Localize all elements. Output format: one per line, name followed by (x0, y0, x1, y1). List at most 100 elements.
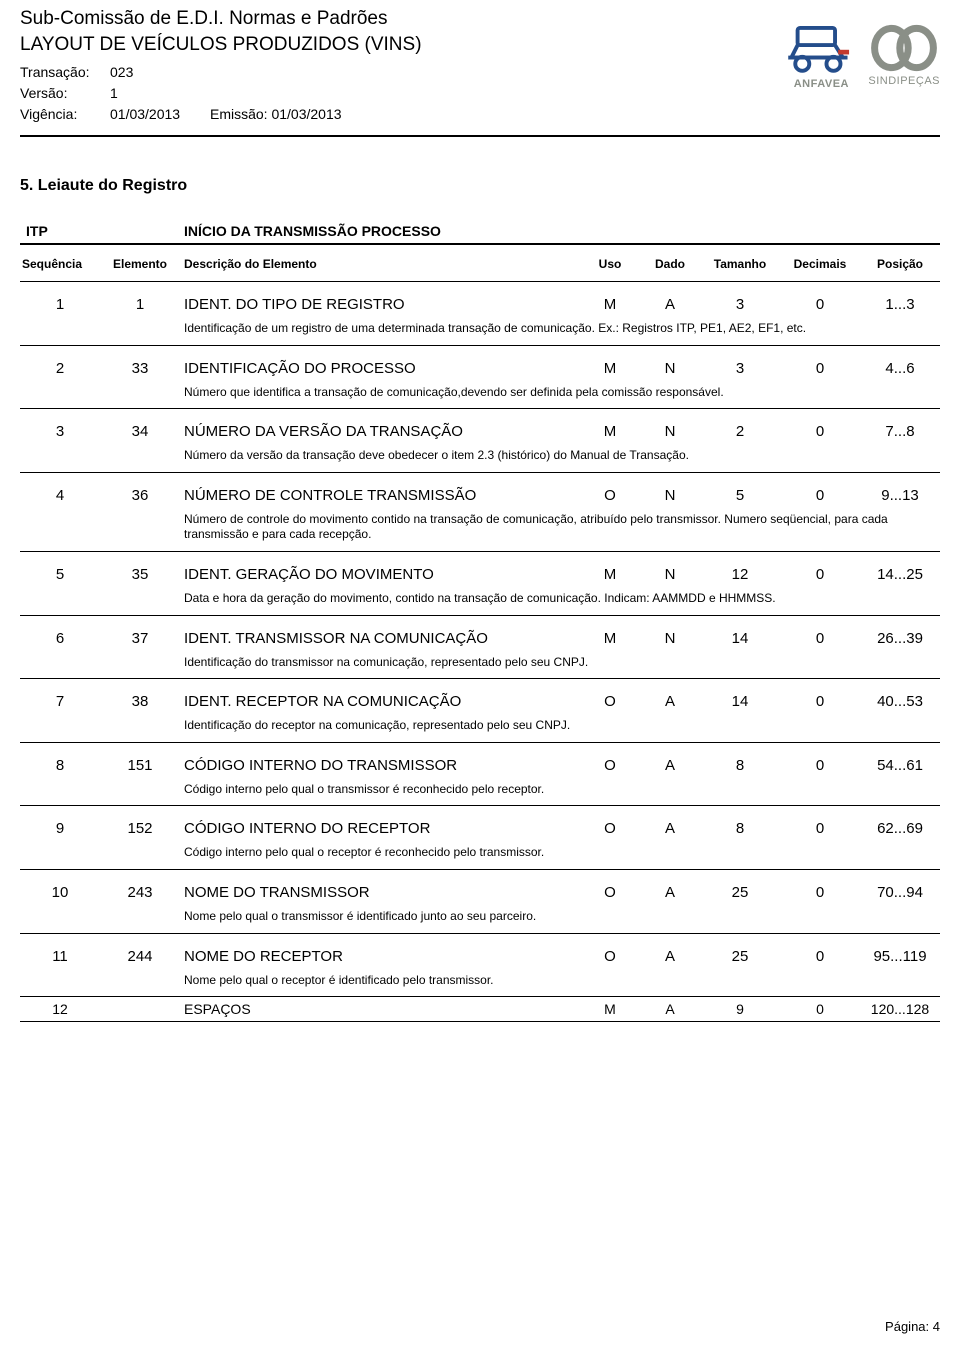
table-row: 637IDENT. TRANSMISSOR NA COMUNICAÇÃOMN14… (20, 616, 940, 680)
cell-desc: ESPAÇOS (180, 1001, 580, 1017)
col-dec-header: Decimais (780, 257, 860, 271)
anfavea-logo: ANFAVEA (782, 20, 860, 90)
cell-dado: A (640, 693, 700, 710)
cell-pos: 62...69 (860, 820, 940, 837)
row-note: Nome pelo qual o receptor é identificado… (20, 971, 940, 997)
cell-elem: 152 (100, 820, 180, 837)
cell-seq: 8 (20, 757, 100, 774)
cell-uso: O (580, 820, 640, 837)
header-logos: ANFAVEA SINDIPEÇAS (782, 20, 940, 90)
cell-desc: IDENT. DO TIPO DE REGISTRO (180, 296, 580, 313)
cell-dado: A (640, 948, 700, 965)
transacao-label: Transação: (20, 62, 110, 83)
table-row: 12ESPAÇOSMA90120...128 (20, 997, 940, 1022)
cell-elem: 33 (100, 360, 180, 377)
cell-dec: 0 (780, 487, 860, 504)
cell-tam: 14 (700, 693, 780, 710)
cell-dec: 0 (780, 948, 860, 965)
row-note: Número da versão da transação deve obede… (20, 446, 940, 472)
cell-dec: 0 (780, 820, 860, 837)
cell-dec: 0 (780, 296, 860, 313)
document-header: Sub-Comissão de E.D.I. Normas e Padrões … (20, 0, 940, 137)
cell-dec: 0 (780, 630, 860, 647)
cell-dado: N (640, 360, 700, 377)
table-row: 11244NOME DO RECEPTOROA25095...119Nome p… (20, 934, 940, 998)
cell-pos: 26...39 (860, 630, 940, 647)
cell-dec: 0 (780, 884, 860, 901)
chain-links-icon (869, 23, 939, 73)
versao-value: 1 (110, 83, 210, 104)
cell-uso: M (580, 1001, 640, 1017)
cell-desc: NOME DO TRANSMISSOR (180, 884, 580, 901)
cell-dec: 0 (780, 423, 860, 440)
row-note: Número de controle do movimento contido … (20, 510, 940, 551)
cell-seq: 6 (20, 630, 100, 647)
cell-pos: 4...6 (860, 360, 940, 377)
cell-dado: A (640, 1001, 700, 1017)
sindipecas-logo-text: SINDIPEÇAS (868, 75, 940, 87)
vigencia-value: 01/03/2013 (110, 104, 210, 125)
page-number: 4 (933, 1319, 940, 1334)
cell-elem: 243 (100, 884, 180, 901)
cell-dec: 0 (780, 1001, 860, 1017)
table-row: 233IDENTIFICAÇÃO DO PROCESSOMN304...6Núm… (20, 346, 940, 410)
cell-desc: NÚMERO DA VERSÃO DA TRANSAÇÃO (180, 423, 580, 440)
row-note: Nome pelo qual o transmissor é identific… (20, 907, 940, 933)
cell-seq: 4 (20, 487, 100, 504)
cell-tam: 12 (700, 566, 780, 583)
cell-seq: 1 (20, 296, 100, 313)
cell-uso: O (580, 487, 640, 504)
cell-pos: 14...25 (860, 566, 940, 583)
cell-elem: 38 (100, 693, 180, 710)
cell-seq: 5 (20, 566, 100, 583)
cell-dado: N (640, 566, 700, 583)
cell-tam: 5 (700, 487, 780, 504)
cell-pos: 54...61 (860, 757, 940, 774)
cell-tam: 8 (700, 820, 780, 837)
cell-elem: 34 (100, 423, 180, 440)
cell-seq: 12 (20, 1001, 100, 1017)
sindipecas-logo: SINDIPEÇAS (868, 23, 940, 87)
table-row: 9152CÓDIGO INTERNO DO RECEPTOROA8062...6… (20, 806, 940, 870)
cell-uso: M (580, 630, 640, 647)
cell-uso: O (580, 757, 640, 774)
col-uso-header: Uso (580, 257, 640, 271)
row-note: Código interno pelo qual o receptor é re… (20, 843, 940, 869)
cell-desc: IDENT. GERAÇÃO DO MOVIMENTO (180, 566, 580, 583)
col-tam-header: Tamanho (700, 257, 780, 271)
cell-seq: 2 (20, 360, 100, 377)
cell-dado: N (640, 487, 700, 504)
cell-elem: 35 (100, 566, 180, 583)
cell-dado: A (640, 884, 700, 901)
emissao-value: 01/03/2013 (271, 104, 341, 125)
col-desc-header: Descrição do Elemento (180, 257, 580, 271)
cell-dado: N (640, 423, 700, 440)
record-layout-table: ITP INÍCIO DA TRANSMISSÃO PROCESSO Sequê… (20, 219, 940, 1022)
emissao-label: Emissão: (210, 104, 268, 125)
cell-dec: 0 (780, 566, 860, 583)
cell-desc: CÓDIGO INTERNO DO RECEPTOR (180, 820, 580, 837)
cell-tam: 14 (700, 630, 780, 647)
cell-uso: M (580, 423, 640, 440)
col-seq-header: Sequência (20, 257, 100, 271)
cell-elem: 36 (100, 487, 180, 504)
cell-tam: 3 (700, 360, 780, 377)
cell-desc: NOME DO RECEPTOR (180, 948, 580, 965)
cell-elem: 1 (100, 296, 180, 313)
table-row: 8151CÓDIGO INTERNO DO TRANSMISSOROA8054.… (20, 743, 940, 807)
page-label: Página: (885, 1319, 929, 1334)
section-title: 5. Leiaute do Registro (20, 177, 940, 195)
cell-elem (100, 1001, 180, 1017)
col-pos-header: Posição (860, 257, 940, 271)
cell-uso: M (580, 360, 640, 377)
cell-pos: 9...13 (860, 487, 940, 504)
cell-uso: O (580, 884, 640, 901)
cell-tam: 25 (700, 884, 780, 901)
cell-dec: 0 (780, 360, 860, 377)
col-elem-header: Elemento (100, 257, 180, 271)
cell-pos: 70...94 (860, 884, 940, 901)
cell-desc: IDENT. RECEPTOR NA COMUNICAÇÃO (180, 693, 580, 710)
car-icon (782, 20, 860, 78)
cell-dec: 0 (780, 757, 860, 774)
cell-tam: 3 (700, 296, 780, 313)
